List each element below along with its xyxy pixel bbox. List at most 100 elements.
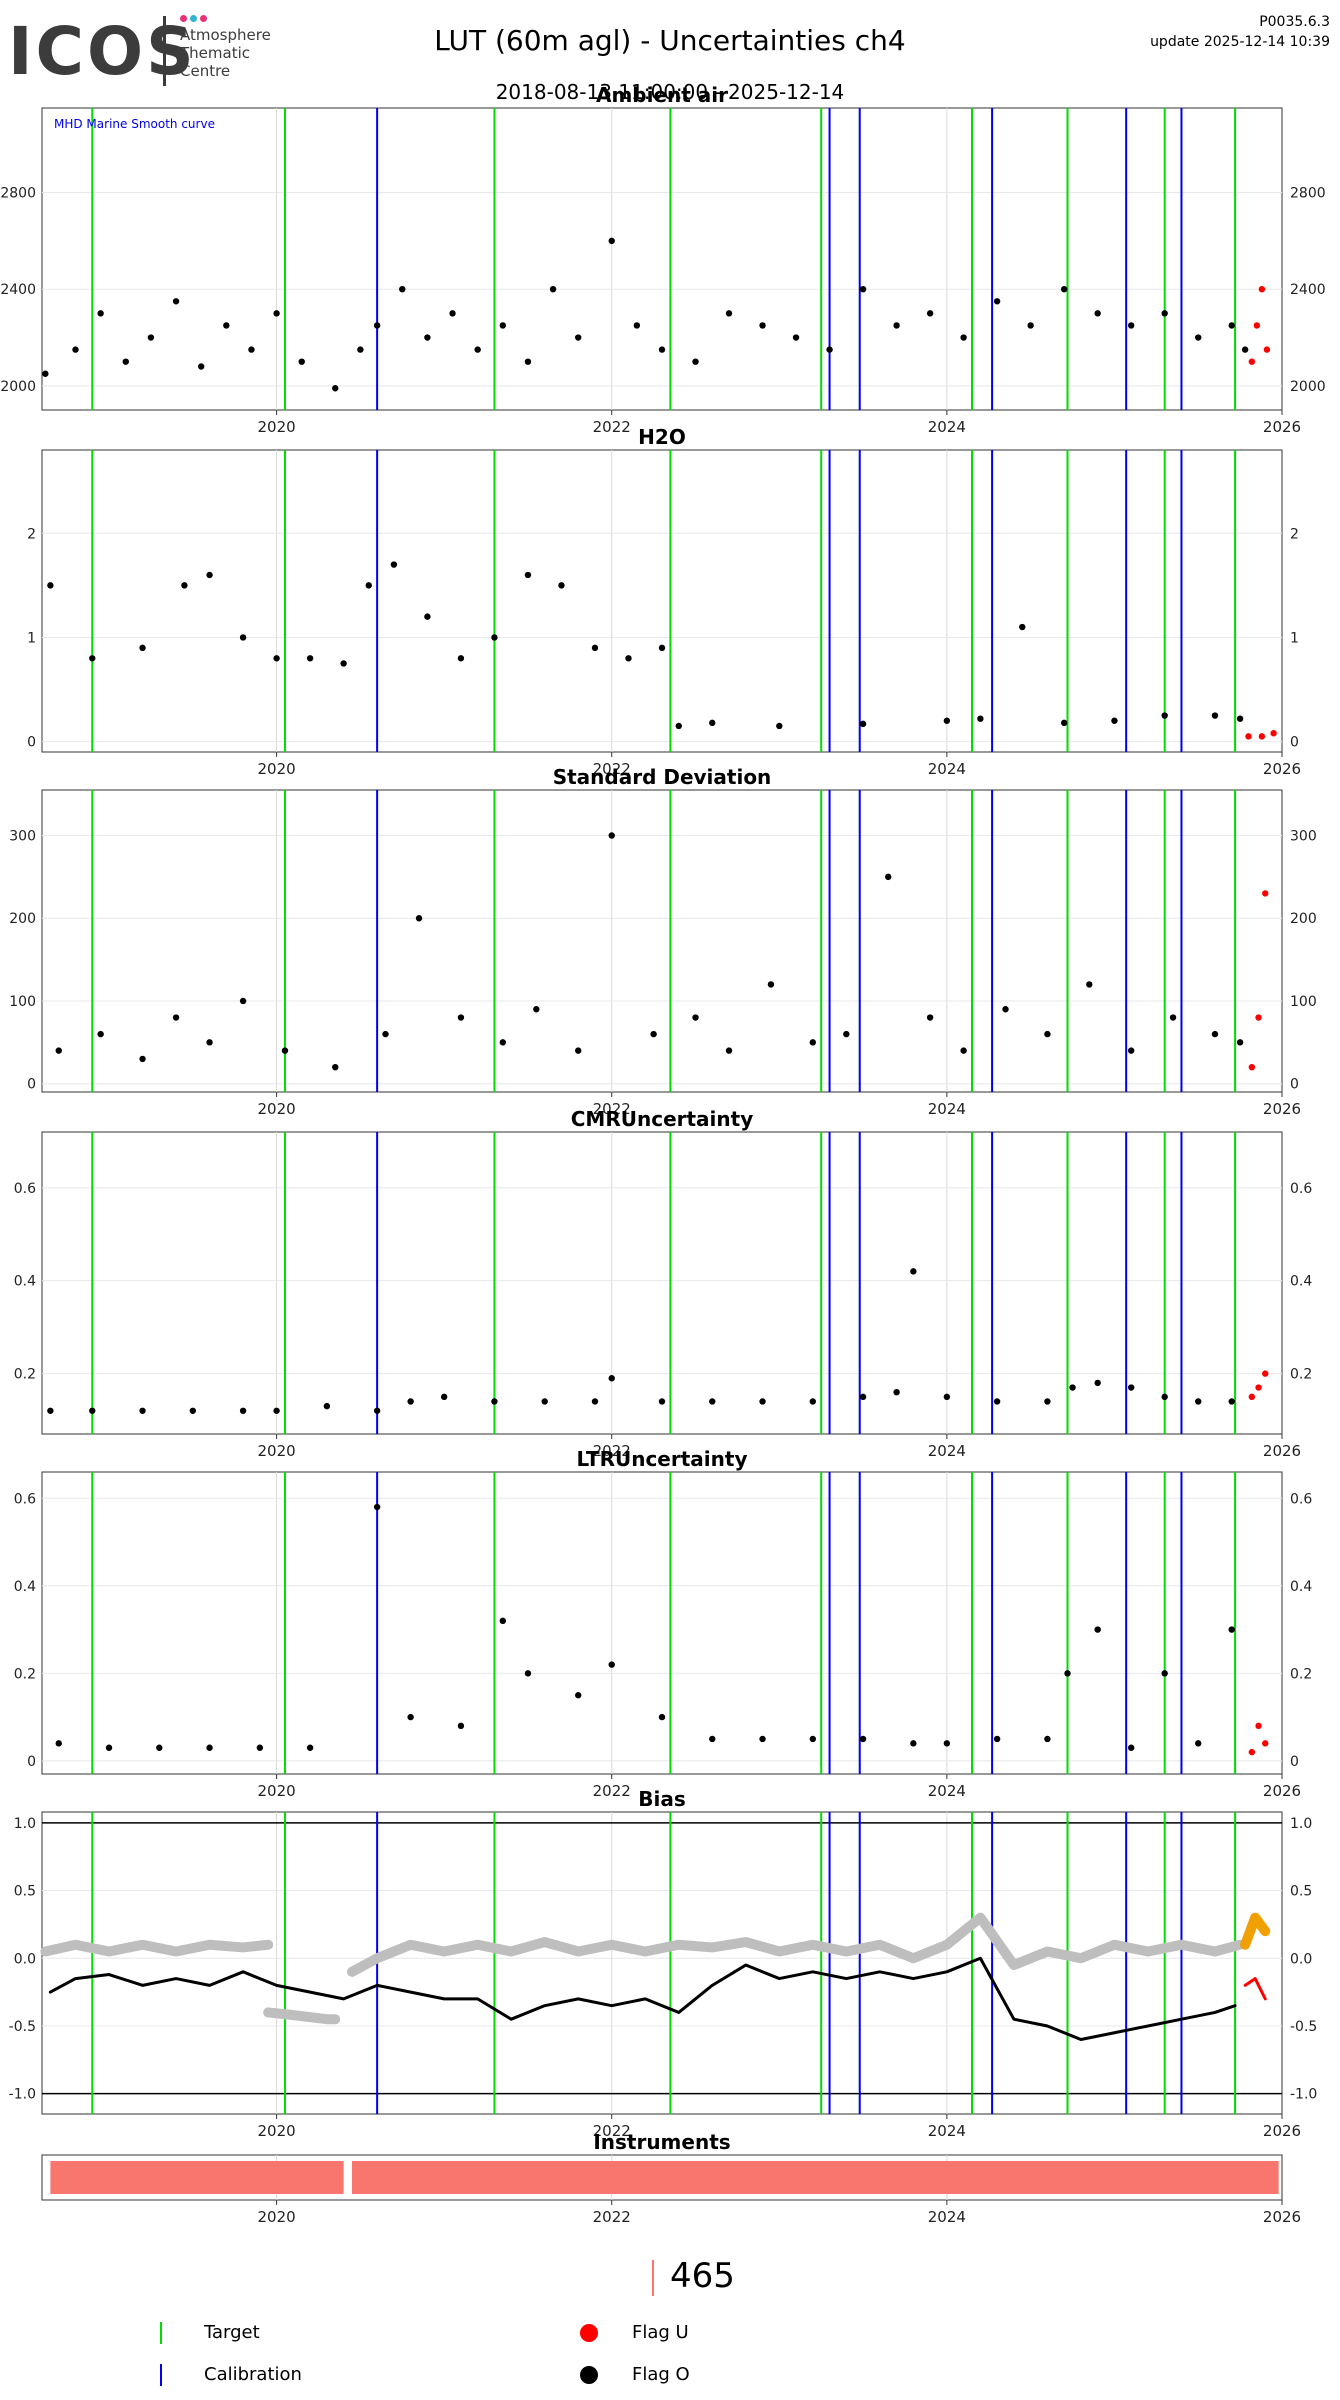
ambient-air-annotation: MHD Marine Smooth curve	[54, 117, 215, 131]
standard-deviation-x-tick-label: 2022	[593, 1100, 631, 1118]
standard-deviation-y-tick-label: 100	[9, 994, 36, 1010]
ambient-air-point-flag-o	[424, 334, 431, 341]
ltruncertainty-point-flag-o	[1195, 1740, 1202, 1747]
instruments-x-tick-label: 2020	[258, 2208, 296, 2226]
h2o-point-flag-o	[675, 722, 682, 730]
bias-series-smooth	[347, 1912, 1246, 1977]
cmruncertainty-point-flag-o	[608, 1375, 615, 1382]
standard-deviation-x-tick-label: 2026	[1263, 1100, 1301, 1118]
cmruncertainty-title: CMRUncertainty	[571, 1107, 754, 1131]
ambient-air-y-tick-label: 2400	[0, 282, 36, 298]
h2o-point-flag-o	[89, 655, 96, 662]
ambient-air-point-flag-o	[298, 358, 305, 365]
cmruncertainty-x-tick-label: 2022	[593, 1442, 631, 1460]
standard-deviation-point-flag-o	[332, 1063, 339, 1071]
cmruncertainty-point-flag-o	[1127, 1384, 1135, 1391]
ltruncertainty-point-flag-u	[1248, 1748, 1256, 1756]
ambient-air-title: Ambient air	[596, 83, 728, 107]
h2o-point-flag-o	[206, 571, 213, 579]
cmruncertainty-point-flag-o	[1228, 1398, 1235, 1405]
ltruncertainty-point-flag-u	[1255, 1722, 1262, 1730]
instruments-instrument-bar	[50, 2161, 344, 2194]
ltruncertainty-y-tick-label-right: 0	[1290, 1754, 1299, 1770]
ltruncertainty-point-flag-o	[1064, 1670, 1071, 1677]
ambient-air-point-flag-u	[1248, 358, 1256, 365]
ambient-air-point-flag-o	[72, 346, 79, 353]
standard-deviation-point-flag-o	[1211, 1030, 1219, 1038]
h2o-point-flag-o	[943, 717, 951, 724]
ambient-air-point-flag-o	[575, 334, 582, 341]
ambient-air-point-flag-o	[122, 358, 129, 365]
standard-deviation-point-flag-o	[382, 1030, 389, 1038]
cmruncertainty-point-flag-o	[1094, 1379, 1101, 1387]
ambient-air-point-flag-o	[859, 286, 867, 293]
ambient-air-point-flag-o	[1195, 334, 1202, 341]
h2o-point-flag-u	[1270, 730, 1277, 737]
ltruncertainty-y-tick-label: 0.6	[14, 1491, 36, 1507]
logo-sub-line-3: Centre	[180, 62, 231, 80]
calibration-line-icon	[160, 2364, 162, 2386]
standard-deviation-point-flag-o	[1002, 1006, 1009, 1013]
h2o-y-tick-label: 1	[27, 630, 36, 646]
ambient-air-point-flag-o	[499, 322, 507, 329]
h2o-point-flag-o	[340, 660, 347, 667]
ambient-air-point-flag-o	[633, 322, 641, 329]
cmruncertainty-point-flag-o	[47, 1407, 54, 1414]
bias-y-tick-label: -1.0	[9, 2087, 36, 2103]
h2o-point-flag-o	[306, 655, 314, 662]
h2o-x-tick-label: 2024	[928, 760, 966, 778]
logo-wordmark: ICOS	[8, 13, 197, 90]
h2o-title: H2O	[638, 425, 686, 449]
page-title: LUT (60m agl) - Uncertainties ch4	[434, 24, 906, 57]
h2o-point-flag-o	[1236, 715, 1244, 722]
logo-dot-2	[190, 15, 197, 22]
ambient-air-point-flag-o	[97, 310, 104, 317]
h2o-x-tick-label: 2026	[1263, 760, 1301, 778]
ltruncertainty-point-flag-o	[306, 1744, 314, 1751]
ambient-air-point-flag-o	[248, 346, 255, 353]
h2o-point-flag-o	[1019, 623, 1026, 631]
ambient-air-point-flag-o	[524, 358, 532, 365]
standard-deviation-panel: Standard Deviation 2020 2022 2024 2026 0 0 100 1…	[9, 765, 1316, 1118]
ltruncertainty-x-tick-label: 2024	[928, 1782, 966, 1800]
cmruncertainty-point-flag-o	[1195, 1398, 1202, 1405]
bias-y-tick-label-right: -1.0	[1290, 2087, 1317, 2103]
cmruncertainty-panel: CMRUncertainty 2020 2022 2024 2026 0.2 0.2 0.4 0…	[14, 1107, 1313, 1460]
instruments-x-tick-label: 2022	[593, 2208, 631, 2226]
bias-x-tick-label: 2022	[593, 2122, 631, 2140]
ambient-air-point-flag-o	[759, 322, 766, 329]
cmruncertainty-point-flag-o	[273, 1407, 280, 1414]
cmruncertainty-point-flag-o	[658, 1398, 666, 1405]
h2o-point-flag-o	[1111, 717, 1118, 724]
ltruncertainty-point-flag-o	[256, 1744, 264, 1751]
ltruncertainty-y-tick-label-right: 0.6	[1290, 1491, 1312, 1507]
legend-flag-o-label: Flag O	[632, 2364, 690, 2385]
standard-deviation-point-flag-o	[206, 1039, 213, 1046]
instruments-title: Instruments	[593, 2130, 730, 2154]
cmruncertainty-y-tick-label: 0.6	[14, 1181, 36, 1197]
ambient-air-panel: Ambient air 2020 2022 2024 2026 2000 2000 2400 2…	[0, 83, 1325, 436]
standard-deviation-point-flag-o	[415, 915, 423, 922]
legend-target-label: Target	[204, 2322, 260, 2343]
ltruncertainty-point-flag-o	[575, 1692, 582, 1699]
ltruncertainty-y-tick-label: 0	[27, 1754, 36, 1770]
ambient-air-y-tick-label: 2000	[0, 379, 36, 395]
cmruncertainty-y-tick-label-right: 0.6	[1290, 1181, 1312, 1197]
cmruncertainty-point-flag-o	[859, 1393, 867, 1401]
ltruncertainty-point-flag-u	[1262, 1740, 1269, 1747]
ltruncertainty-point-flag-o	[1094, 1626, 1101, 1633]
cmruncertainty-point-flag-o	[1161, 1393, 1168, 1401]
ltruncertainty-point-flag-o	[658, 1713, 666, 1721]
ambient-air-point-flag-o	[1228, 322, 1235, 329]
h2o-point-flag-o	[859, 720, 867, 728]
h2o-point-flag-o	[1211, 712, 1219, 719]
h2o-point-flag-u	[1245, 733, 1252, 740]
standard-deviation-y-tick-label: 0	[27, 1077, 36, 1093]
ambient-air-point-flag-o	[792, 334, 800, 341]
cmruncertainty-point-flag-u	[1262, 1370, 1269, 1377]
ltruncertainty-point-flag-o	[407, 1713, 414, 1721]
h2o-point-flag-o	[625, 655, 632, 662]
cmruncertainty-frame	[41, 1131, 1283, 1435]
standard-deviation-point-flag-o	[608, 832, 615, 839]
cmruncertainty-point-flag-o	[541, 1398, 548, 1405]
